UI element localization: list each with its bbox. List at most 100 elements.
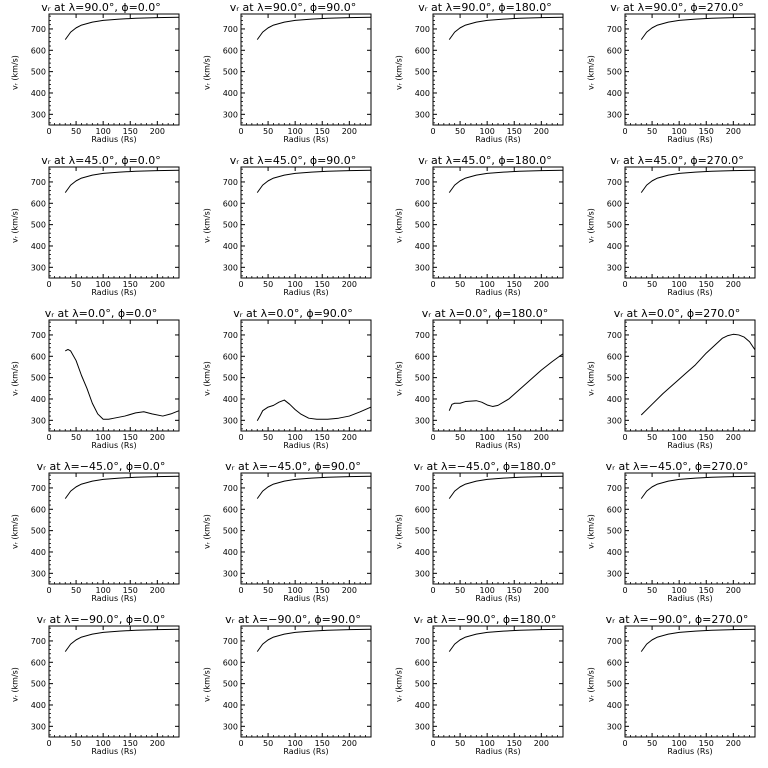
chart-svg: 0 50 100 150 200 300 400 500 600 700 bbox=[607, 472, 756, 595]
y-tick-label: 700 bbox=[31, 178, 46, 187]
x-tick-label: 150 bbox=[123, 739, 138, 748]
x-tick-label: 150 bbox=[507, 280, 522, 289]
chart-panel: vᵣ at λ=−90.0°, ϕ=270.0° vᵣ (km/s) Radius … bbox=[576, 613, 768, 767]
y-tick-label: 700 bbox=[31, 637, 46, 646]
x-axis-label: Radius (Rs) bbox=[283, 135, 329, 144]
x-tick-label: 50 bbox=[455, 586, 465, 595]
y-tick-label: 400 bbox=[415, 395, 430, 404]
plot-frame bbox=[48, 625, 180, 738]
y-tick-label: 500 bbox=[31, 680, 46, 689]
y-tick-label: 400 bbox=[415, 89, 430, 98]
x-tick-label: 200 bbox=[150, 739, 165, 748]
x-tick-label: 100 bbox=[672, 127, 687, 136]
x-axis-label: Radius (Rs) bbox=[475, 441, 521, 450]
y-tick-label: 500 bbox=[31, 68, 46, 77]
y-tick-label: 400 bbox=[223, 701, 238, 710]
y-tick-label: 600 bbox=[415, 46, 430, 55]
x-axis-label: Radius (Rs) bbox=[475, 594, 521, 603]
chart-panel: vᵣ at λ=−90.0°, ϕ=90.0° vᵣ (km/s) Radius (… bbox=[192, 613, 384, 767]
chart-title: vᵣ at λ=0.0°, ϕ=0.0° bbox=[44, 307, 158, 320]
plot-frame bbox=[240, 625, 372, 738]
x-tick-label: 0 bbox=[238, 433, 243, 442]
y-tick-label: 500 bbox=[31, 221, 46, 230]
x-tick-label: 50 bbox=[263, 739, 273, 748]
chart-panel: vᵣ at λ=90.0°, ϕ=0.0° vᵣ (km/s) Radius (Rs… bbox=[0, 1, 192, 155]
y-tick-label: 500 bbox=[415, 68, 430, 77]
y-tick-label: 400 bbox=[31, 701, 46, 710]
chart-panel: vᵣ at λ=−90.0°, ϕ=0.0° vᵣ (km/s) Radius (R… bbox=[0, 613, 192, 767]
y-tick-label: 600 bbox=[415, 352, 430, 361]
x-tick-label: 50 bbox=[71, 127, 81, 136]
y-tick-label: 300 bbox=[607, 110, 622, 119]
chart-svg: 0 50 100 150 200 300 400 500 600 700 bbox=[415, 319, 564, 442]
x-tick-label: 0 bbox=[430, 280, 435, 289]
x-tick-label: 200 bbox=[342, 127, 357, 136]
x-tick-label: 200 bbox=[534, 739, 549, 748]
y-tick-label: 300 bbox=[31, 569, 46, 578]
series-line bbox=[64, 628, 180, 652]
x-tick-label: 100 bbox=[480, 433, 495, 442]
plot-frame bbox=[240, 13, 372, 126]
x-axis-label: Radius (Rs) bbox=[475, 135, 521, 144]
y-tick-label: 500 bbox=[607, 68, 622, 77]
y-tick-label: 600 bbox=[415, 658, 430, 667]
y-tick-label: 700 bbox=[607, 331, 622, 340]
chart-title: vᵣ at λ=90.0°, ϕ=180.0° bbox=[418, 1, 552, 14]
chart-title: vᵣ at λ=−90.0°, ϕ=90.0° bbox=[225, 613, 361, 626]
chart-svg: 0 50 100 150 200 300 400 500 600 700 bbox=[223, 13, 372, 136]
chart-panel: vᵣ at λ=45.0°, ϕ=180.0° vᵣ (km/s) Radius (… bbox=[384, 154, 576, 308]
y-tick-label: 600 bbox=[223, 505, 238, 514]
y-tick-label: 500 bbox=[415, 680, 430, 689]
x-tick-label: 50 bbox=[263, 127, 273, 136]
x-tick-label: 200 bbox=[726, 280, 741, 289]
x-tick-label: 100 bbox=[96, 433, 111, 442]
chart-panel: vᵣ at λ=−45.0°, ϕ=270.0° vᵣ (km/s) Radius … bbox=[576, 460, 768, 614]
y-tick-label: 600 bbox=[223, 46, 238, 55]
y-tick-label: 500 bbox=[415, 374, 430, 383]
y-tick-label: 500 bbox=[223, 68, 238, 77]
chart-svg: 0 50 100 150 200 300 400 500 600 700 bbox=[415, 166, 564, 289]
x-tick-label: 200 bbox=[726, 739, 741, 748]
plot-frame bbox=[624, 13, 756, 126]
x-axis-label: Radius (Rs) bbox=[91, 288, 137, 297]
chart-title: vᵣ at λ=−45.0°, ϕ=90.0° bbox=[225, 460, 361, 473]
y-tick-label: 400 bbox=[415, 701, 430, 710]
chart-svg: 0 50 100 150 200 300 400 500 600 700 bbox=[223, 319, 372, 442]
chart-svg: 0 50 100 150 200 300 400 500 600 700 bbox=[31, 166, 180, 289]
chart-panel: vᵣ at λ=−45.0°, ϕ=90.0° vᵣ (km/s) Radius (… bbox=[192, 460, 384, 614]
y-tick-label: 600 bbox=[31, 199, 46, 208]
x-tick-label: 200 bbox=[150, 586, 165, 595]
y-tick-label: 300 bbox=[223, 263, 238, 272]
y-tick-label: 400 bbox=[223, 395, 238, 404]
x-tick-label: 150 bbox=[315, 280, 330, 289]
plot-frame bbox=[48, 166, 180, 279]
y-tick-label: 600 bbox=[31, 505, 46, 514]
x-tick-label: 100 bbox=[96, 739, 111, 748]
y-tick-label: 400 bbox=[415, 548, 430, 557]
x-tick-label: 200 bbox=[150, 280, 165, 289]
y-tick-label: 600 bbox=[415, 199, 430, 208]
chart-panel: vᵣ at λ=0.0°, ϕ=180.0° vᵣ (km/s) Radius (R… bbox=[384, 307, 576, 461]
y-tick-label: 300 bbox=[415, 263, 430, 272]
x-tick-label: 150 bbox=[315, 433, 330, 442]
x-tick-label: 100 bbox=[672, 433, 687, 442]
chart-panel: vᵣ at λ=45.0°, ϕ=0.0° vᵣ (km/s) Radius (Rs… bbox=[0, 154, 192, 308]
x-tick-label: 150 bbox=[699, 280, 714, 289]
y-tick-label: 700 bbox=[223, 637, 238, 646]
y-tick-label: 500 bbox=[607, 374, 622, 383]
x-tick-label: 100 bbox=[480, 280, 495, 289]
y-tick-label: 700 bbox=[31, 25, 46, 34]
chart-title: vᵣ at λ=45.0°, ϕ=270.0° bbox=[610, 154, 744, 167]
y-tick-label: 700 bbox=[415, 484, 430, 493]
x-tick-label: 50 bbox=[263, 433, 273, 442]
y-tick-label: 600 bbox=[607, 352, 622, 361]
chart-title: vᵣ at λ=−45.0°, ϕ=180.0° bbox=[413, 460, 557, 473]
y-tick-label: 700 bbox=[607, 178, 622, 187]
y-tick-label: 400 bbox=[607, 89, 622, 98]
x-tick-label: 100 bbox=[288, 280, 303, 289]
x-axis-label: Radius (Rs) bbox=[667, 441, 713, 450]
y-tick-label: 500 bbox=[223, 374, 238, 383]
x-tick-label: 150 bbox=[507, 127, 522, 136]
x-tick-label: 50 bbox=[647, 280, 657, 289]
x-tick-label: 200 bbox=[726, 586, 741, 595]
